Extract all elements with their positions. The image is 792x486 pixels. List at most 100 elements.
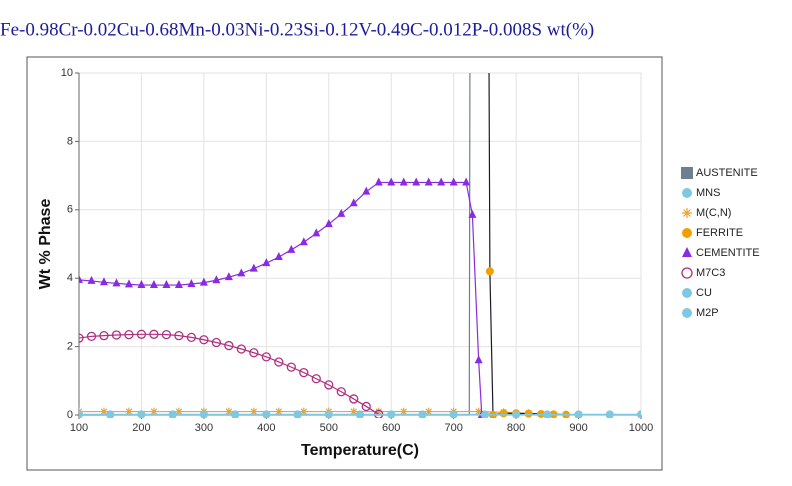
marker [468,209,477,218]
marker [99,277,108,286]
marker [224,340,234,351]
marker [211,337,222,348]
marker [681,267,693,279]
x-tick-label: 200 [132,422,150,434]
marker [261,352,271,362]
marker [311,374,321,384]
legend-label: MNS [696,187,720,199]
y-tick-label: 2 [67,341,73,353]
marker [149,407,158,416]
marker [349,198,358,207]
marker [174,331,184,341]
marker [543,411,552,418]
marker [337,208,346,217]
legend-label: M7C3 [696,267,725,279]
x-tick-label: 500 [320,422,338,434]
x-tick-label: 600 [382,422,400,434]
marker [79,333,84,343]
marker [462,177,471,186]
marker [485,267,494,276]
marker [681,167,693,179]
marker [162,280,171,289]
x-tick-label: 300 [195,422,213,434]
marker [349,394,359,404]
marker [682,288,692,298]
marker [287,244,296,253]
legend-label: M(C,N) [696,207,731,219]
marker [224,407,233,416]
x-tick-label: 100 [70,422,88,434]
marker [187,279,196,288]
marker [605,411,614,418]
marker [356,411,364,418]
marker [137,410,146,418]
marker [137,280,146,289]
marker [424,177,433,186]
marker [361,401,371,412]
marker [449,410,458,418]
marker [480,411,489,418]
marker [324,410,333,418]
marker [299,237,308,246]
marker [387,410,396,418]
y-axis-label: Wt % Phase [37,199,54,290]
marker [387,177,396,186]
marker [212,275,221,284]
marker [682,208,692,218]
marker [682,308,692,318]
series-line [79,333,380,415]
marker [99,331,109,341]
marker [249,407,258,416]
marker [168,411,177,418]
marker [124,329,134,340]
marker [274,407,283,416]
marker [249,348,259,358]
marker [224,272,233,281]
marker [574,410,583,418]
marker [399,407,408,416]
marker [249,263,258,272]
marker [231,411,240,418]
marker [124,279,133,288]
legend-label: AUSTENITE [696,167,758,179]
x-tick-label: 800 [507,422,525,434]
marker [349,407,358,416]
y-tick-label: 10 [61,67,73,79]
marker [236,344,247,354]
y-tick-label: 8 [67,135,73,147]
marker [111,330,122,340]
marker [299,367,309,378]
legend-label: CEMENTITE [696,247,760,259]
marker [449,177,458,186]
marker [149,329,159,339]
marker [474,355,483,364]
marker [399,177,408,186]
x-axis-label: Temperature(C) [301,442,419,459]
marker [293,411,302,418]
marker [112,278,121,287]
marker [174,280,183,289]
marker [474,407,483,416]
y-tick-label: 4 [67,272,73,284]
marker [87,275,96,284]
marker [374,407,383,416]
y-tick-label: 6 [67,204,73,216]
marker [424,407,433,416]
marker [262,410,271,418]
chart-frame [26,56,663,471]
marker [79,410,83,418]
marker [524,409,533,418]
marker [99,407,108,416]
marker [237,268,246,277]
marker [682,228,692,238]
marker [186,332,197,343]
x-tick-label: 700 [444,422,462,434]
marker [374,177,383,186]
marker [86,331,97,341]
marker [136,329,147,339]
marker [499,409,508,418]
marker [199,335,209,345]
marker [682,188,692,198]
marker [124,407,133,416]
